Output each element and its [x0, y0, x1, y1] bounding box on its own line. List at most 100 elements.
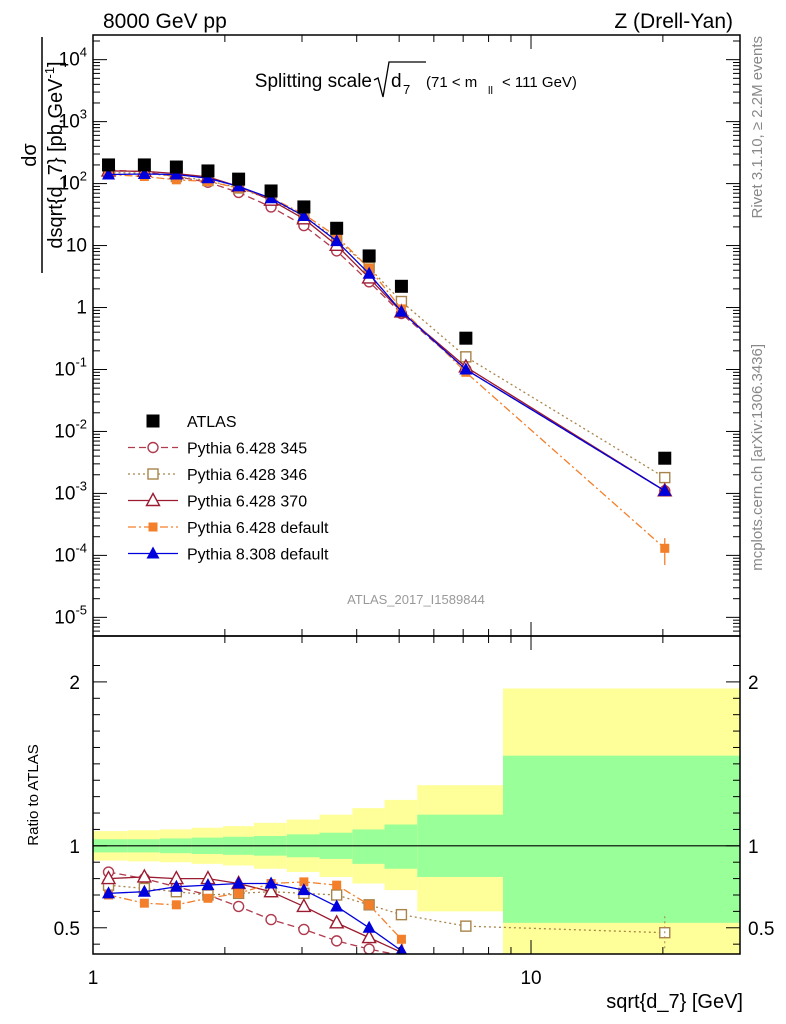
- point-atlas-8: [362, 249, 376, 263]
- ratio-point-pythia-8-308-default-2: [169, 879, 183, 892]
- legend-marker-pythia-8-308-default: [146, 546, 160, 559]
- ratio-point-pythia-6-428-346-10: [460, 920, 472, 932]
- ratio-point-pythia-6-428-370-5: [263, 883, 279, 898]
- legend-marker-pythia-6-428-346: [147, 468, 159, 480]
- y-tick-label: 10: [66, 236, 87, 257]
- point-atlas-3: [201, 164, 215, 178]
- ratio-point-pythia-8-308-default-9: [395, 943, 407, 954]
- legend: ATLAS Pythia 6.428 345 Pythia 6.428 346 Pyt…: [128, 414, 329, 564]
- y-tick-label: 10-4: [54, 540, 87, 566]
- point-atlas-1: [137, 158, 151, 172]
- ratio-point-pythia-6-428-370-0: [100, 870, 117, 885]
- ratio-point-pythia-6-428-345-6: [298, 923, 310, 936]
- legend-marker-pythia-6-428-370: [145, 492, 161, 507]
- y-tick-label: 10-3: [54, 478, 87, 504]
- ratio-y-tick-label-right: 2: [748, 673, 759, 694]
- ratio-point-pythia-6-428-345-4: [232, 900, 245, 913]
- ratio-y-tick-label: 2: [69, 673, 80, 694]
- point-pythia-6-428-346-11: [659, 471, 671, 484]
- ratio-series-group: [100, 866, 671, 954]
- main-series-group: [100, 158, 673, 565]
- ratio-point-pythia-6-428-370-8: [361, 929, 377, 944]
- legend-label-atlas: ATLAS: [187, 414, 237, 431]
- point-atlas-5: [264, 184, 278, 198]
- plot-title-radicand-sub: 7: [403, 82, 410, 97]
- ratio-point-pythia-8-308-default-5: [264, 876, 278, 889]
- point-atlas-6: [297, 200, 311, 214]
- ratio-y-tick-label: 1: [69, 837, 80, 858]
- point-atlas-7: [330, 221, 344, 235]
- plot-title-radicand: d: [391, 71, 402, 92]
- ratio-point-pythia-6-428-346-9: [395, 908, 408, 921]
- y-tick-label: 10-1: [54, 354, 87, 380]
- legend-label-pythia-6-428-345: Pythia 6.428 345: [187, 441, 307, 458]
- band-inner-bin-9: [384, 824, 418, 869]
- x-tick-label: 10: [520, 968, 541, 989]
- point-atlas-4: [232, 172, 246, 186]
- plot-title-cut-sub: ll: [488, 85, 493, 97]
- point-atlas-2: [169, 160, 183, 174]
- line-pythia-6-428-345: [108, 169, 666, 492]
- ratio-point-pythia-6-428-370-6: [296, 897, 312, 913]
- line-pythia-6-428-346: [108, 172, 666, 479]
- band-inner-bin-8: [352, 829, 385, 864]
- header-left: 8000 GeV pp: [103, 10, 227, 33]
- point-atlas-10: [459, 331, 473, 345]
- plot-title-cut-close: < 111 GeV): [502, 74, 577, 91]
- point-pythia-8-308-default-11: [658, 483, 672, 496]
- y-tick-label: 10-5: [54, 602, 87, 628]
- ratio-point-pythia-6-428-default-9: [396, 934, 406, 944]
- analysis-id: ATLAS_2017_I1589844: [347, 592, 485, 607]
- plot-title: Splitting scale d 7 (71 < m ll < 111 GeV…: [255, 61, 577, 98]
- point-pythia-8-308-default-8: [362, 266, 376, 279]
- legend-label-pythia-6-428-default: Pythia 6.428 default: [187, 520, 329, 537]
- mcplots-label: mcplots.cern.ch [arXiv:1306.3436]: [749, 344, 766, 571]
- point-pythia-8-308-default-10: [459, 362, 473, 375]
- point-pythia-8-308-default-7: [330, 234, 344, 247]
- ratio-point-pythia-6-428-345-8: [363, 943, 375, 954]
- point-pythia-6-428-default-2: [171, 175, 181, 185]
- ratio-point-pythia-6-428-346-7: [330, 889, 343, 901]
- point-pythia-8-308-default-2: [169, 167, 183, 180]
- ratio-point-pythia-8-308-default-0: [102, 886, 116, 899]
- point-pythia-8-308-default-0: [102, 167, 116, 180]
- ratio-uncertainty-bands: [93, 688, 740, 954]
- ratio-y-axis-label: Ratio to ATLAS: [25, 744, 42, 845]
- point-pythia-8-308-default-6: [297, 208, 311, 221]
- band-inner-bin-11: [502, 755, 740, 923]
- header-right: Z (Drell-Yan): [614, 10, 733, 33]
- legend-label-pythia-6-428-370: Pythia 6.428 370: [187, 494, 307, 511]
- legend-label-pythia-8-308-default: Pythia 8.308 default: [187, 547, 329, 564]
- ratio-panel-frame: [92, 635, 741, 955]
- ratio-axes: 0.5 0.5 1 1 2 2 1 10: [54, 636, 774, 989]
- ratio-point-pythia-8-308-default-7: [330, 899, 344, 912]
- ratio-point-pythia-6-428-default-4: [234, 888, 244, 898]
- ratio-point-pythia-8-308-default-6: [297, 883, 311, 896]
- ratio-point-pythia-8-308-default-4: [232, 876, 246, 889]
- ratio-point-pythia-6-428-345-5: [265, 913, 277, 926]
- ratio-y-tick-label: 0.5: [54, 919, 80, 940]
- ratio-point-pythia-8-308-default-1: [137, 884, 151, 897]
- y-tick-label: 10-2: [54, 416, 87, 442]
- point-atlas-11: [658, 451, 672, 465]
- ratio-point-pythia-6-428-default-6: [299, 877, 309, 887]
- ratio-point-pythia-8-308-default-3: [201, 878, 215, 891]
- line-pythia-8-308-default: [108, 173, 666, 492]
- line-pythia-6-428-default: [108, 173, 666, 549]
- ratio-point-pythia-6-428-default-1: [139, 898, 149, 908]
- ratio-point-pythia-6-428-370-1: [136, 868, 153, 883]
- point-pythia-8-308-default-1: [137, 166, 151, 179]
- x-tick-label: 1: [88, 968, 99, 989]
- ratio-y-tick-label-right: 1: [748, 837, 759, 858]
- ratio-point-pythia-6-428-default-2: [171, 900, 181, 910]
- svg-text:dsqrt{d_7} [pb,GeV-1]: dsqrt{d_7} [pb,GeV-1]: [42, 61, 67, 248]
- legend-marker-pythia-6-428-345: [147, 441, 159, 454]
- ratio-point-pythia-6-428-default-8: [364, 900, 374, 910]
- x-axis-label: sqrt{d_7} [GeV]: [606, 991, 743, 1013]
- plot-title-cut-open: (71 < m: [426, 74, 477, 91]
- ratio-point-pythia-6-428-default-7: [332, 880, 342, 890]
- rivet-label: Rivet 3.1.10, ≥ 2.2M events: [749, 36, 766, 219]
- svg-text:dσ: dσ: [19, 143, 41, 167]
